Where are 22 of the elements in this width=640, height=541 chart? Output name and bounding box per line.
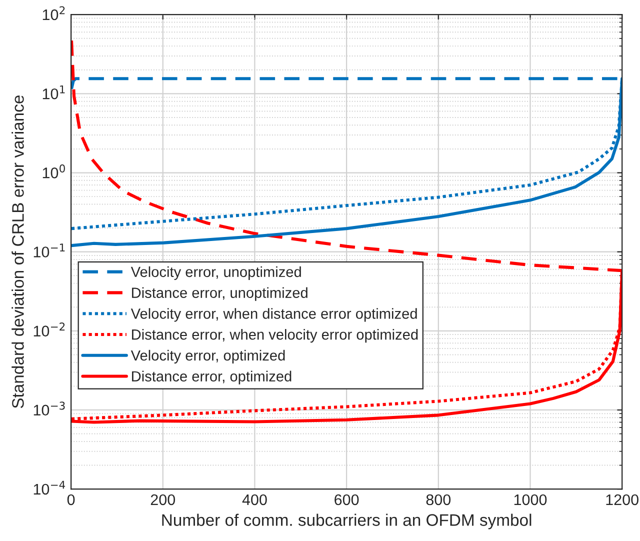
x-tick-label: 600 — [334, 494, 359, 506]
x-tick-label: 200 — [150, 494, 176, 506]
y-tick-label: 10$^{2}$ — [42, 6, 65, 20]
y-tick-label: 10$^{−1}$ — [34, 244, 65, 258]
y-tick-label: 10$^{−2}$ — [34, 322, 65, 336]
y-tick-label: 10$^{0}$ — [42, 164, 65, 178]
x-tick-label: 400 — [242, 494, 267, 506]
x-tick-label: 0 — [67, 494, 75, 506]
y-tick-label: 10$^{1}$ — [42, 85, 65, 100]
legend-label: Distance error, when velocity error optimized — [132, 329, 418, 343]
legend-label: Distance error, optimized — [132, 370, 292, 384]
x-tick-label: 1200 — [606, 494, 638, 506]
x-tick-label: 800 — [426, 494, 451, 506]
legend-label: Velocity error, when distance error optimized — [130, 308, 417, 322]
legend-label: Velocity error, optimized — [130, 350, 285, 364]
x-tick-label: 1000 — [514, 494, 547, 506]
y-tick-label: 10$^{−3}$ — [34, 402, 65, 416]
y-axis-title: Standard deviation of CRLB error variance — [12, 96, 24, 408]
legend-label: Velocity error, unoptimized — [130, 266, 301, 280]
x-axis-title: Number of comm. subcarriers in an OFDM symbol — [162, 514, 532, 530]
legend-label: Distance error, unoptimized — [132, 287, 308, 301]
y-tick-label: 10$^{−4}$ — [34, 480, 66, 495]
